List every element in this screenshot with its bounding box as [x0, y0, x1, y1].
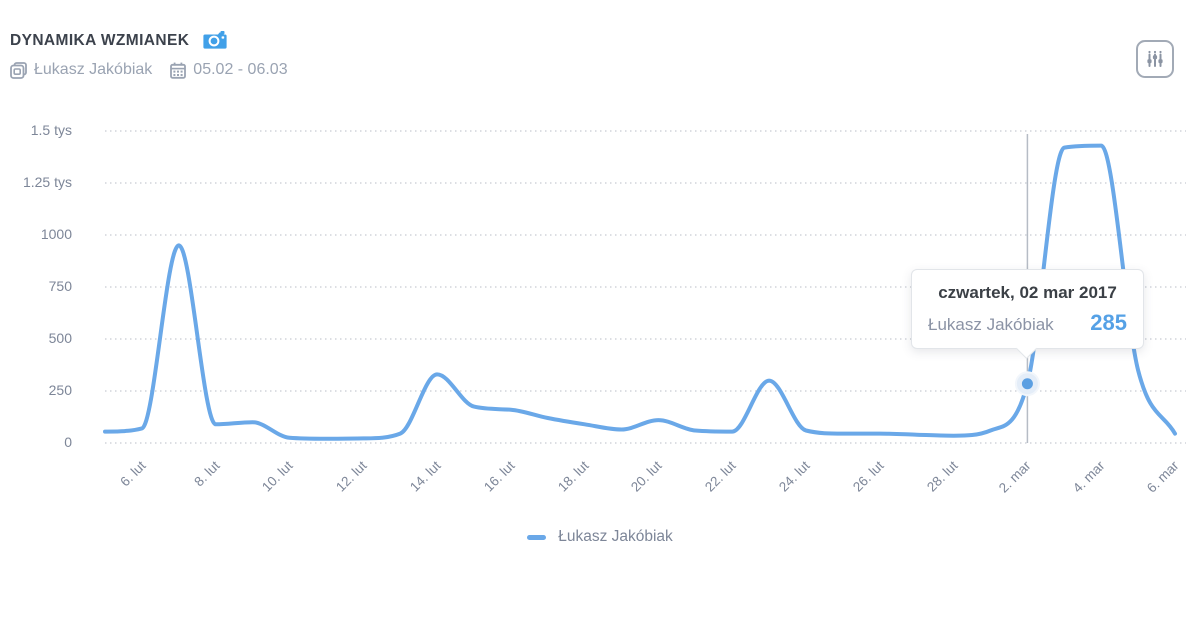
y-axis-label: 250 [48, 382, 72, 398]
chart-settings-button[interactable] [1136, 40, 1174, 78]
y-axis-label: 0 [64, 434, 72, 450]
date-range[interactable]: 05.02 - 06.03 [193, 61, 288, 78]
legend[interactable]: Łukasz Jakóbiak [0, 528, 1200, 546]
project-name[interactable]: Łukasz Jakóbiak [34, 61, 153, 78]
legend-series-marker [527, 534, 547, 540]
chart-tooltip: czwartek, 02 mar 2017 Łukasz Jakóbiak 28… [911, 269, 1144, 360]
screenshot-camera-button[interactable] [203, 30, 227, 52]
page-title: DYNAMIKA WZMIANEK [10, 32, 190, 49]
calendar-icon [170, 62, 187, 79]
tooltip-value: 285 [1090, 310, 1127, 335]
project-icon [10, 61, 27, 79]
y-axis-label: 1000 [40, 226, 72, 242]
highlighted-data-point[interactable] [1021, 378, 1033, 390]
y-axis-label: 750 [48, 278, 72, 294]
tooltip-date: czwartek, 02 mar 2017 [938, 283, 1117, 302]
legend-series-label: Łukasz Jakóbiak [558, 528, 673, 545]
tooltip-series-name: Łukasz Jakóbiak [928, 315, 1054, 334]
y-axis-label: 1.25 tys [22, 174, 72, 190]
camera-icon [203, 30, 227, 52]
y-axis-label: 1.5 tys [30, 122, 72, 138]
chart-header: DYNAMIKA WZMIANEK [10, 30, 288, 79]
y-axis-label: 500 [48, 330, 72, 346]
sliders-icon [1145, 49, 1165, 69]
